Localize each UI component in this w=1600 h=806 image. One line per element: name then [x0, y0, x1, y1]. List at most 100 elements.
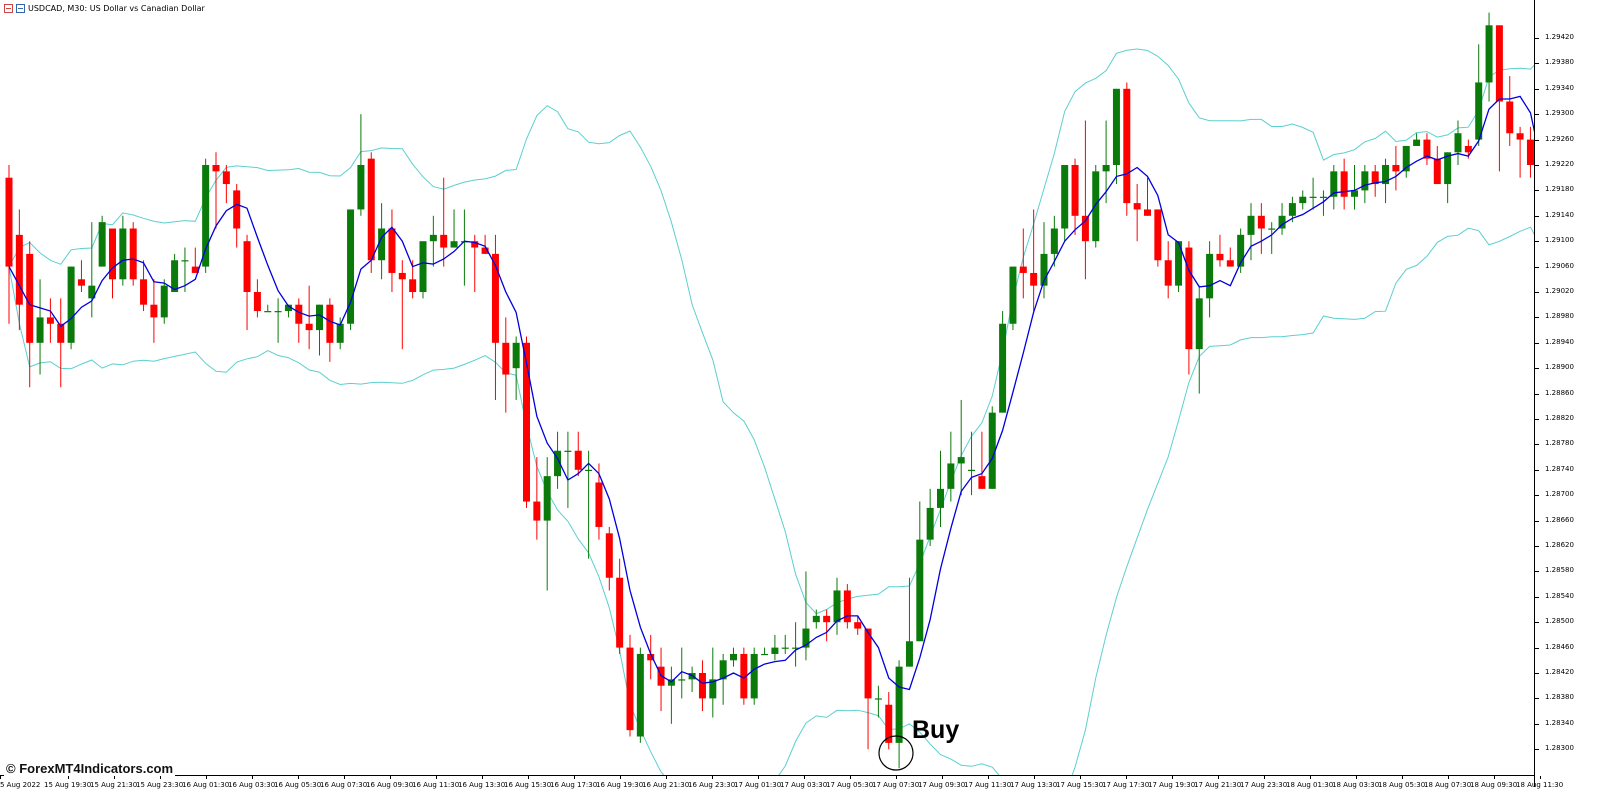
candle-body [574, 450, 582, 470]
candle-body [626, 647, 634, 731]
time-tick-label: 18 Aug 05:30 [1378, 781, 1426, 789]
time-tick [1310, 776, 1311, 779]
candle [1402, 145, 1410, 178]
candle-body [543, 476, 551, 521]
candle [357, 114, 365, 216]
price-tick-label: 1.28540 [1545, 591, 1574, 600]
candle [253, 279, 261, 318]
candle [1133, 184, 1141, 242]
candle-body [1392, 165, 1400, 172]
candle [388, 209, 396, 292]
candle-body [874, 698, 882, 700]
candle-body [26, 253, 34, 343]
candle [336, 317, 344, 350]
candle [1071, 158, 1079, 235]
time-tick-label: 17 Aug 23:30 [1240, 781, 1288, 789]
candle [533, 457, 541, 540]
candle-body [1351, 190, 1358, 197]
time-axis[interactable]: 5 Aug 2022 15 Aug 19:30 15 Aug 21:30 15 Aug… [0, 775, 1563, 806]
candle-body [823, 615, 831, 623]
price-tick [1535, 520, 1539, 522]
candle-body [316, 304, 323, 331]
time-tick-label: 17 Aug 05:30 [826, 781, 874, 789]
time-tick [666, 776, 667, 779]
candle [140, 260, 148, 312]
candle-body [491, 253, 499, 343]
candle-body [305, 323, 313, 331]
time-tick-label: 18 Aug 07:30 [1424, 781, 1472, 789]
price-tick-label: 1.28340 [1545, 718, 1574, 727]
price-tick [1535, 266, 1539, 268]
chart-title: USDCAD, M30: US Dollar vs Canadian Dolla… [28, 4, 205, 13]
time-tick [252, 776, 253, 779]
time-tick-label: 18 Aug 11:30 [1516, 781, 1564, 789]
candle [243, 234, 251, 331]
candle [874, 685, 882, 718]
time-tick-label: 5 Aug 2022 [0, 781, 41, 789]
candle-body [1092, 171, 1100, 242]
candle-body [895, 666, 903, 743]
candle-body [1340, 171, 1348, 197]
time-tick [758, 776, 759, 779]
candle-body [264, 311, 272, 313]
candle-body [864, 628, 872, 699]
moving-average [8, 95, 1534, 691]
time-tick [620, 776, 621, 779]
time-tick [1218, 776, 1219, 779]
time-tick-label: 17 Aug 01:30 [734, 781, 782, 789]
candle-body [212, 165, 220, 172]
candle [688, 666, 696, 693]
candle-body [160, 285, 168, 318]
candle [905, 577, 913, 667]
candle [1340, 158, 1348, 210]
candle [626, 634, 634, 737]
candle-body [1475, 82, 1483, 140]
time-tick [1172, 776, 1173, 779]
candle-body [1382, 165, 1390, 185]
candle [988, 406, 996, 489]
candle [202, 158, 210, 273]
candle [554, 431, 562, 489]
candle [26, 241, 34, 388]
candle [502, 317, 510, 413]
price-tick [1535, 596, 1539, 598]
price-tick [1535, 38, 1539, 39]
price-tick [1535, 546, 1539, 547]
candle [419, 241, 427, 299]
time-tick [574, 776, 575, 779]
candle [781, 634, 789, 654]
price-plot-area[interactable] [0, 0, 1534, 775]
candle [274, 298, 282, 343]
candle-body [1433, 158, 1441, 185]
chart-indicator-icon[interactable] [16, 4, 25, 13]
price-tick-label: 1.28700 [1545, 490, 1574, 499]
time-tick-label: 17 Aug 17:30 [1102, 781, 1150, 789]
candle-body [1030, 272, 1038, 286]
candle [326, 298, 334, 362]
candle-body [740, 653, 748, 699]
time-tick [0, 776, 1, 779]
price-tick-label: 1.29060 [1545, 261, 1574, 270]
time-tick [528, 776, 529, 779]
candle-body [119, 228, 127, 280]
candle-body [1071, 165, 1079, 216]
candle [1195, 285, 1203, 394]
candle-body [326, 304, 334, 343]
price-axis[interactable]: 1.29420 1.29380 1.29340 1.29300 1.29260 1.292… [1534, 0, 1600, 787]
candle [1392, 145, 1400, 191]
candle-body [388, 228, 396, 273]
candle [1226, 247, 1234, 267]
candle-body [605, 533, 613, 578]
candle [1030, 209, 1038, 312]
candle-body [730, 653, 737, 661]
candle-body [1102, 165, 1110, 172]
candle [636, 647, 644, 743]
candle-body [202, 165, 210, 267]
candle-body [1112, 88, 1120, 165]
candle [864, 628, 872, 750]
time-tick-label: 17 Aug 13:30 [1010, 781, 1058, 789]
chart-trade-icon[interactable] [4, 4, 13, 13]
candle [916, 501, 924, 642]
candle [574, 431, 582, 477]
